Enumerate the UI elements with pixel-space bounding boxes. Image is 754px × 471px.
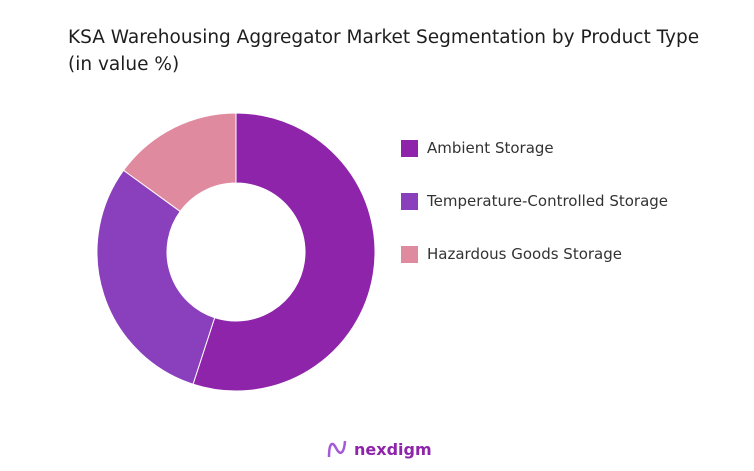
legend-item-temperature-controlled[interactable]: Temperature-Controlled Storage: [401, 192, 668, 210]
legend-swatch: [401, 139, 418, 157]
legend-item-ambient[interactable]: Ambient Storage: [401, 139, 554, 157]
donut-slice-temperature-controlled-storage[interactable]: [96, 169, 216, 385]
chart-title: KSA Warehousing Aggregator Market Segmen…: [68, 27, 700, 75]
legend-label: Temperature-Controlled Storage: [427, 192, 669, 210]
legend-label: Ambient Storage: [427, 139, 554, 157]
legend-swatch: [401, 245, 418, 263]
donut-slice-ambient-storage[interactable]: [192, 112, 376, 392]
legend-label: Hazardous Goods Storage: [427, 245, 622, 263]
logo-text: nexdigm: [354, 439, 432, 459]
logo-icon: [327, 440, 347, 458]
donut-slice-hazardous-goods-storage[interactable]: [122, 112, 237, 213]
legend-swatch: [401, 192, 418, 210]
legend-item-hazardous[interactable]: Hazardous Goods Storage: [401, 245, 622, 263]
nexdigm-logo: nexdigm: [326, 438, 432, 460]
